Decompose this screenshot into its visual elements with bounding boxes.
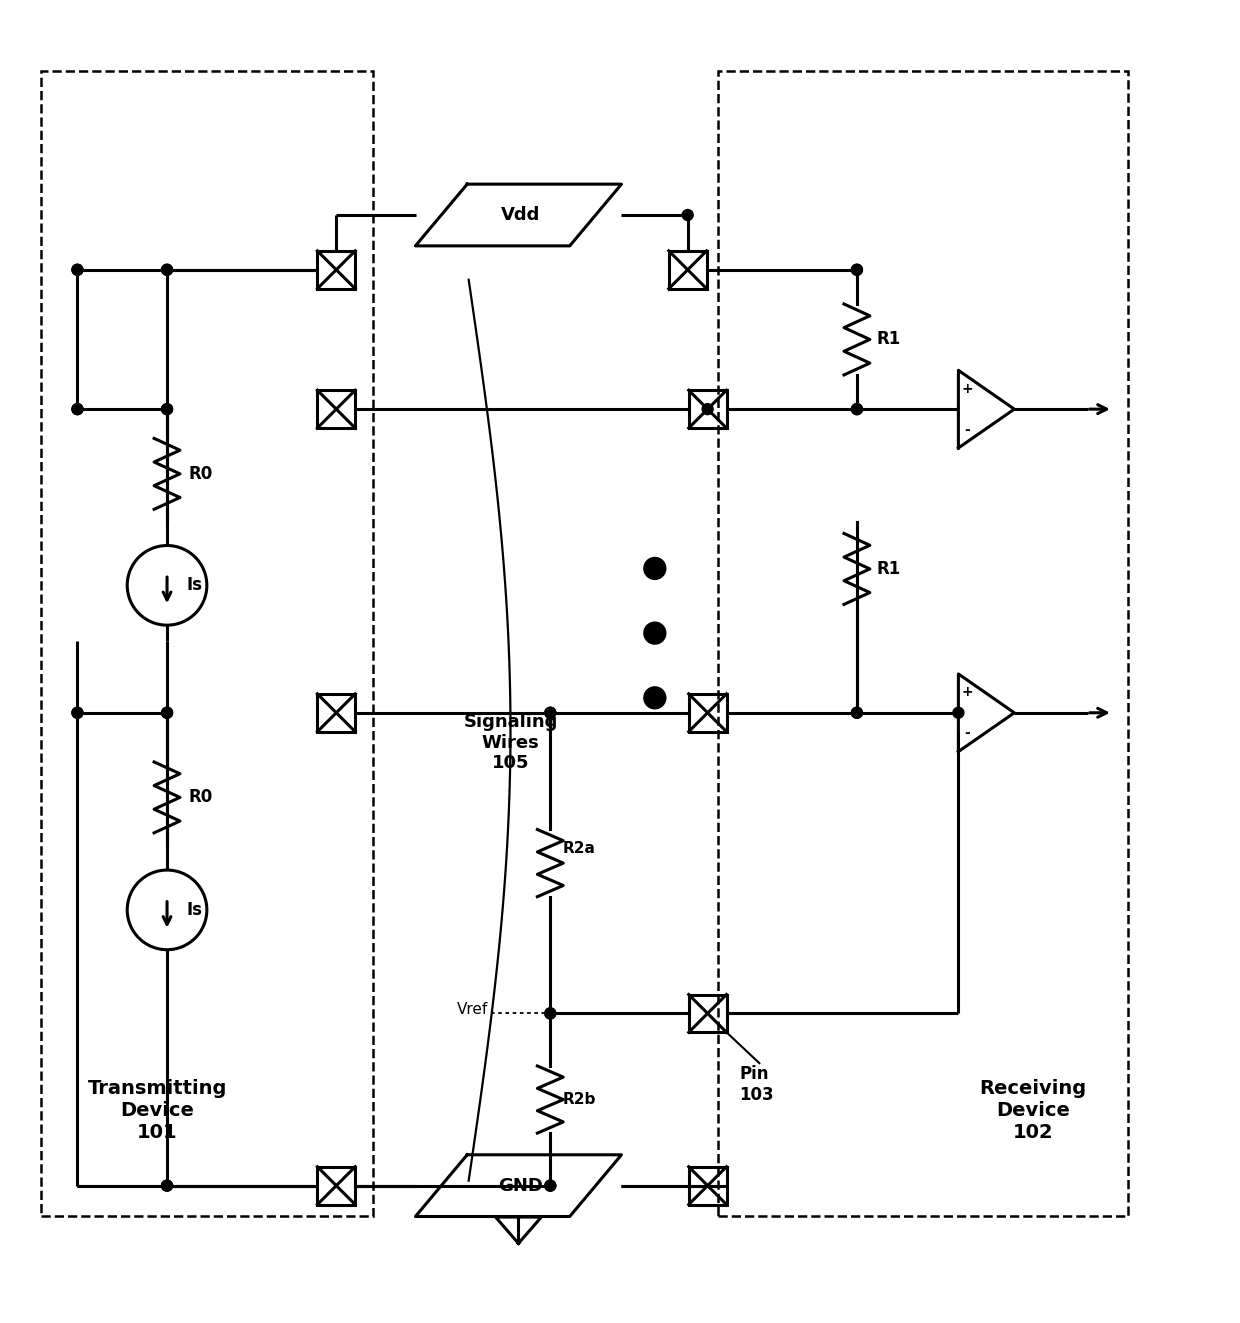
Text: -: - bbox=[965, 726, 970, 740]
Text: Transmitting
Device
101: Transmitting Device 101 bbox=[87, 1080, 227, 1143]
Circle shape bbox=[544, 1180, 556, 1191]
Text: Vdd: Vdd bbox=[501, 206, 541, 224]
Circle shape bbox=[161, 404, 172, 414]
Text: Signaling
Wires
105: Signaling Wires 105 bbox=[464, 713, 558, 773]
Bar bbox=[688, 995, 727, 1032]
Circle shape bbox=[544, 708, 556, 718]
Circle shape bbox=[161, 265, 172, 275]
Circle shape bbox=[161, 708, 172, 718]
Bar bbox=[668, 251, 707, 288]
Circle shape bbox=[544, 1008, 556, 1019]
Text: Receiving
Device
102: Receiving Device 102 bbox=[980, 1080, 1086, 1143]
Circle shape bbox=[72, 265, 83, 275]
Circle shape bbox=[952, 708, 963, 718]
Circle shape bbox=[161, 1180, 172, 1191]
Text: +: + bbox=[961, 382, 973, 396]
Circle shape bbox=[544, 708, 556, 718]
Text: Is: Is bbox=[187, 901, 203, 919]
Text: GND: GND bbox=[498, 1176, 543, 1195]
Circle shape bbox=[72, 404, 83, 414]
Text: R2a: R2a bbox=[562, 840, 595, 856]
Bar bbox=[688, 1167, 727, 1204]
Circle shape bbox=[852, 265, 862, 275]
Bar bbox=[317, 693, 355, 732]
Circle shape bbox=[644, 622, 666, 644]
Circle shape bbox=[644, 557, 666, 579]
Circle shape bbox=[544, 1180, 556, 1191]
Circle shape bbox=[161, 265, 172, 275]
Circle shape bbox=[702, 404, 713, 414]
Circle shape bbox=[544, 1008, 556, 1019]
Bar bbox=[41, 70, 373, 1216]
Bar bbox=[317, 251, 355, 288]
Circle shape bbox=[72, 265, 83, 275]
Bar bbox=[317, 1167, 355, 1204]
Circle shape bbox=[644, 687, 666, 709]
Text: R2b: R2b bbox=[562, 1091, 595, 1107]
Circle shape bbox=[852, 265, 862, 275]
Circle shape bbox=[161, 404, 172, 414]
Circle shape bbox=[72, 404, 83, 414]
Text: R1: R1 bbox=[877, 560, 901, 578]
Circle shape bbox=[852, 404, 862, 414]
Circle shape bbox=[852, 708, 862, 718]
Text: R0: R0 bbox=[188, 464, 213, 483]
Text: +: + bbox=[961, 685, 973, 700]
Circle shape bbox=[161, 1180, 172, 1191]
Bar bbox=[317, 390, 355, 429]
Text: Pin
103: Pin 103 bbox=[739, 1065, 774, 1103]
Circle shape bbox=[852, 708, 862, 718]
Text: R1: R1 bbox=[877, 331, 901, 348]
Bar bbox=[688, 390, 727, 429]
Text: Is: Is bbox=[187, 577, 203, 594]
Circle shape bbox=[682, 209, 693, 221]
Text: -: - bbox=[965, 422, 970, 437]
Text: R0: R0 bbox=[188, 789, 213, 807]
Circle shape bbox=[72, 708, 83, 718]
Circle shape bbox=[852, 404, 862, 414]
Circle shape bbox=[72, 708, 83, 718]
Bar bbox=[688, 693, 727, 732]
Text: Vref: Vref bbox=[458, 1002, 489, 1017]
Bar bbox=[718, 70, 1127, 1216]
Circle shape bbox=[161, 708, 172, 718]
